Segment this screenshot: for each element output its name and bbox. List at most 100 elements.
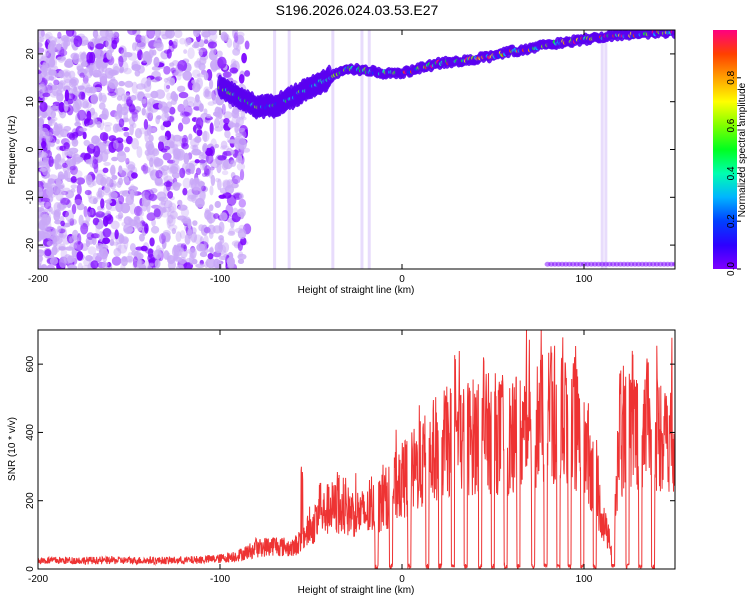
noise-blob (228, 120, 234, 129)
noise-blob (145, 112, 151, 119)
noise-blob (175, 231, 182, 243)
noise-blob (162, 229, 171, 237)
noise-blob (134, 69, 141, 77)
noise-blob (114, 110, 121, 116)
noise-blob (105, 176, 112, 186)
noise-blob (39, 101, 48, 112)
noise-blob (236, 208, 246, 218)
noise-blob (95, 173, 104, 186)
noise-blob (76, 65, 84, 72)
noise-blob (182, 177, 192, 189)
noise-blob (60, 34, 69, 43)
noise-blob (109, 69, 119, 75)
noise-blob (183, 99, 189, 108)
noise-blob (217, 155, 227, 161)
noise-blob (209, 166, 215, 171)
spectrogram-x-label: Height of straight line (km) (298, 285, 415, 296)
noise-blob (140, 35, 146, 43)
noise-blob (98, 92, 107, 104)
noise-blob (77, 85, 85, 91)
noise-blob (116, 150, 127, 163)
noise-blob (133, 205, 143, 217)
noise-blob (131, 138, 140, 150)
noise-blob (95, 242, 104, 249)
noise-blob (134, 127, 143, 139)
noise-blob (63, 125, 72, 132)
noise-blob (163, 81, 170, 93)
noise-blob (55, 72, 63, 78)
noise-blob (148, 258, 156, 264)
noise-blob (196, 129, 203, 137)
noise-blob (97, 221, 104, 229)
noise-blob (129, 243, 136, 252)
noise-blob (153, 156, 160, 165)
noise-blob (54, 209, 62, 218)
noise-blob (48, 209, 57, 214)
noise-blob (38, 69, 42, 75)
noise-blob (42, 61, 49, 70)
noise-blob (53, 79, 60, 86)
noise-blob (38, 36, 45, 43)
noise-blob (137, 49, 143, 61)
y-tick-label: -10 (25, 190, 36, 205)
noise-blob (192, 69, 201, 79)
noise-blob (96, 58, 102, 70)
noise-blob (38, 47, 45, 54)
noise-blob (153, 208, 161, 218)
noise-blob (99, 36, 108, 41)
noise-blob (150, 90, 159, 99)
noise-blob (38, 255, 44, 263)
x-tick-label: -200 (28, 574, 48, 585)
noise-blob (203, 234, 209, 246)
noise-blob (92, 180, 97, 187)
noise-blob (209, 122, 214, 135)
noise-blob (58, 243, 66, 251)
noise-blob (173, 38, 179, 46)
noise-blob (46, 240, 54, 247)
noise-blob (155, 169, 163, 179)
noise-blob (210, 47, 217, 56)
noise-blob (214, 126, 223, 132)
colorbar-ticks: 0.0 0.2 0.4 0.6 0.8 (726, 70, 741, 276)
noise-blob (199, 159, 206, 164)
noise-blob (153, 249, 162, 260)
noise-blob (195, 263, 205, 269)
noise-blob (166, 77, 174, 82)
noise-blob (173, 93, 179, 102)
noise-blob (50, 234, 60, 242)
noise-blob (38, 211, 41, 218)
noise-blob (48, 69, 57, 82)
noise-blob (191, 79, 196, 84)
noise-blob (65, 30, 75, 37)
noise-blob (109, 166, 116, 175)
noise-blob (71, 138, 79, 147)
noise-blob (187, 228, 193, 240)
noise-blob (82, 131, 87, 140)
noise-blob (230, 171, 236, 179)
noise-blob (103, 122, 113, 127)
noise-blob (38, 42, 43, 48)
noise-blob (188, 163, 195, 170)
noise-blob (47, 206, 53, 213)
noise-blob (147, 101, 152, 112)
noise-blob (132, 42, 137, 51)
noise-blob (89, 208, 94, 216)
vertical-streak (360, 30, 364, 269)
noise-blob (223, 111, 233, 120)
noise-blob (150, 225, 160, 234)
noise-blob (80, 222, 89, 235)
noise-blob (165, 30, 173, 38)
noise-blob (56, 187, 64, 196)
noise-blob (239, 116, 247, 121)
noise-blob (237, 138, 247, 150)
noise-blob (146, 212, 156, 221)
noise-blob (181, 137, 187, 143)
noise-blob (173, 69, 184, 77)
noise-blob (177, 199, 183, 206)
noise-blob (104, 124, 112, 133)
noise-blob (85, 211, 91, 223)
noise-blob (89, 38, 97, 48)
noise-blob (38, 83, 46, 95)
noise-blob (118, 80, 126, 87)
noise-blob (56, 225, 61, 233)
